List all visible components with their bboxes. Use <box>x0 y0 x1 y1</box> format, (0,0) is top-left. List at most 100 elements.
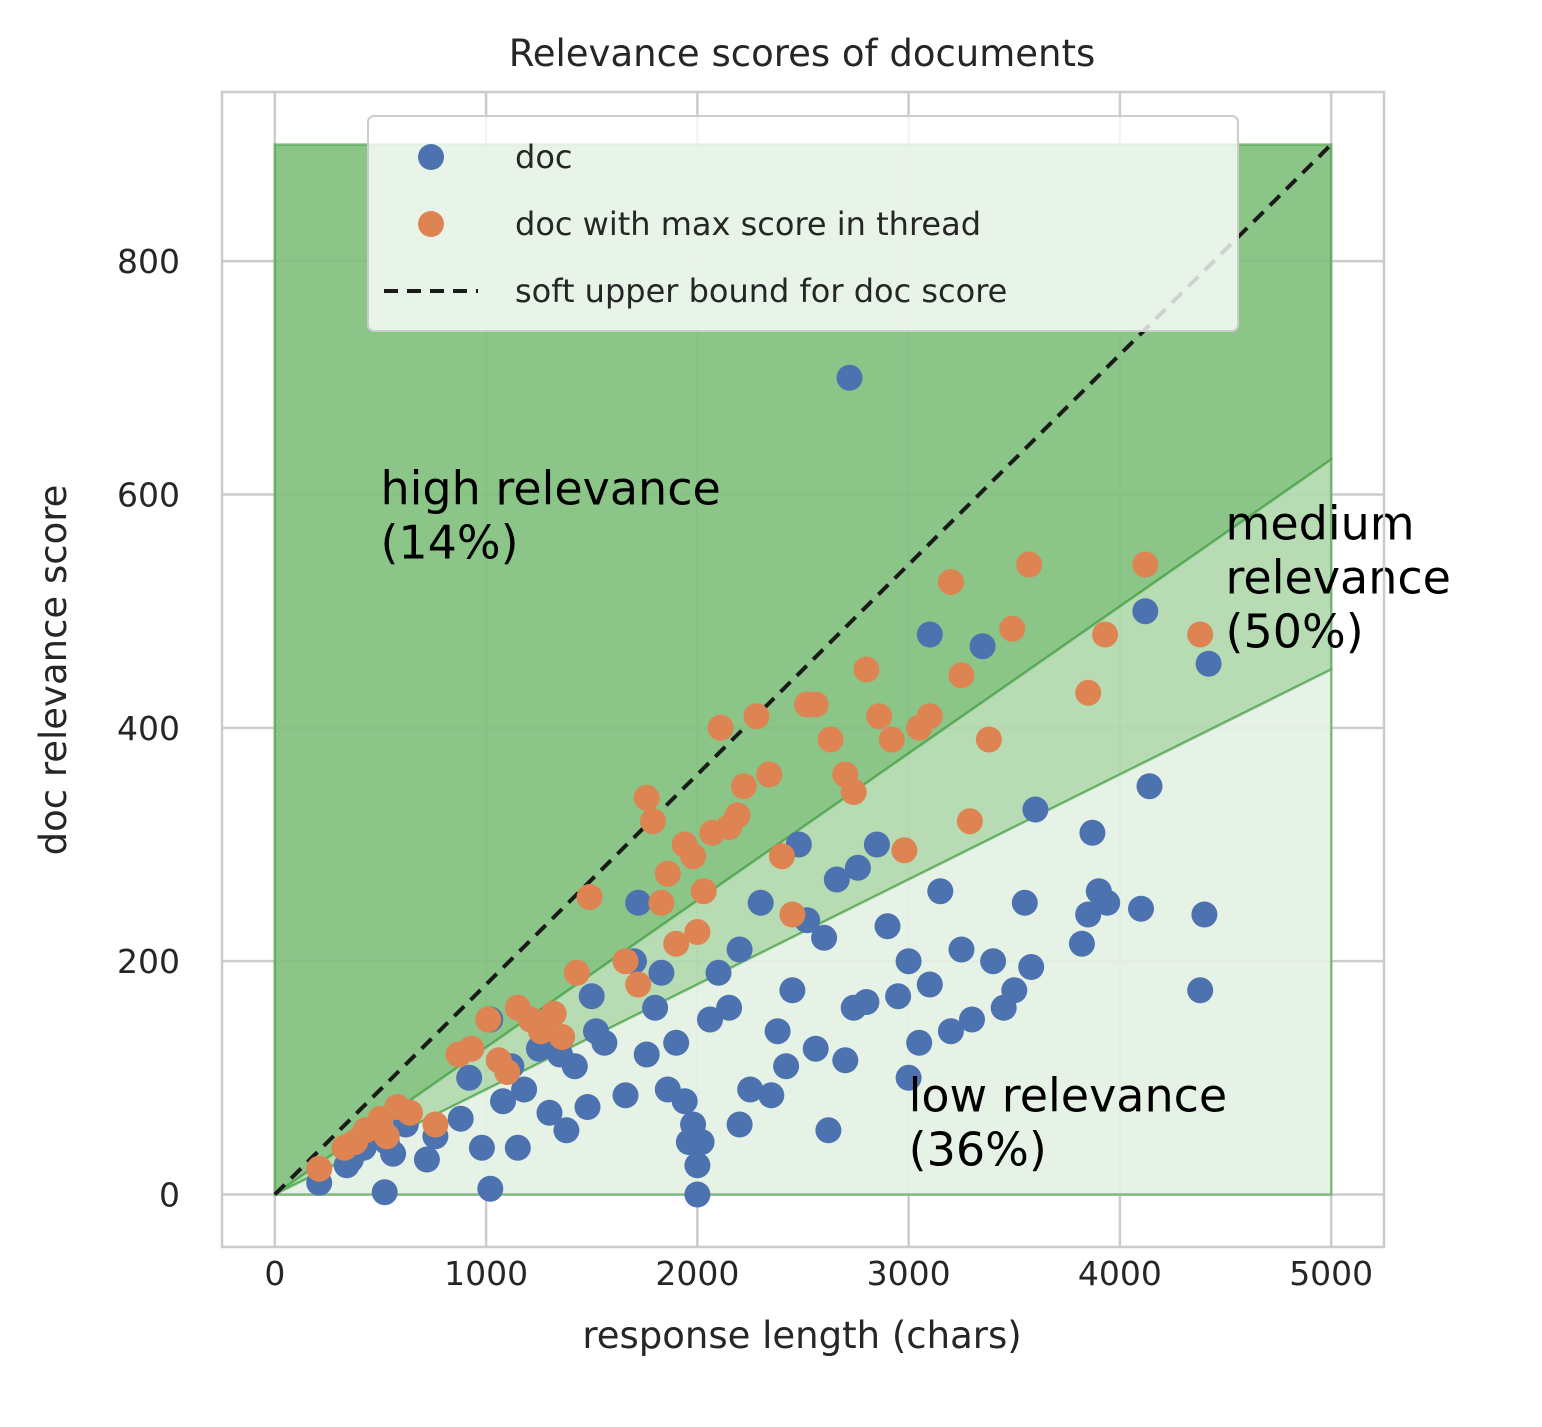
max-doc-point-55 <box>975 726 1002 753</box>
max-doc-point-8 <box>422 1111 449 1138</box>
doc-point-44 <box>716 994 743 1021</box>
legend-entry-max-doc-label: doc with max score in thread <box>515 205 981 243</box>
max-doc-point-17 <box>540 1000 567 1027</box>
max-doc-point-0 <box>306 1155 333 1182</box>
doc-point-25 <box>578 983 605 1010</box>
legend-entry-doc-label: doc <box>515 138 572 176</box>
max-doc-point-57 <box>1016 551 1043 578</box>
doc-point-28 <box>612 1082 639 1109</box>
doc-point-11 <box>456 1064 483 1091</box>
doc-point-8 <box>413 1146 440 1173</box>
doc-point-13 <box>477 1175 504 1202</box>
data-points <box>306 364 1222 1208</box>
doc-point-88 <box>1128 895 1154 922</box>
legend-entry-max-doc-marker <box>418 211 444 237</box>
x-tick-label-5: 5000 <box>1289 1254 1373 1293</box>
max-doc-point-46 <box>853 656 880 683</box>
max-doc-point-25 <box>648 889 675 916</box>
max-doc-point-53 <box>948 662 975 689</box>
doc-point-71 <box>916 621 943 648</box>
doc-point-77 <box>980 948 1007 975</box>
max-doc-point-49 <box>891 837 918 864</box>
doc-point-15 <box>490 1088 516 1115</box>
doc-point-56 <box>811 924 838 951</box>
max-doc-point-37 <box>743 703 770 730</box>
max-doc-point-7 <box>397 1099 423 1126</box>
max-doc-point-11 <box>475 1006 502 1033</box>
doc-point-87 <box>1094 889 1121 916</box>
doc-point-40 <box>684 1152 711 1179</box>
max-doc-point-43 <box>817 726 844 753</box>
x-tick-label-4: 4000 <box>1078 1254 1162 1293</box>
doc-point-4 <box>371 1179 398 1206</box>
max-doc-point-35 <box>724 802 751 829</box>
doc-point-62 <box>844 854 871 881</box>
legend-entry-upper-bound-label: soft upper bound for doc score <box>515 272 1007 310</box>
doc-point-33 <box>648 959 675 986</box>
max-doc-point-20 <box>576 884 603 910</box>
doc-point-42 <box>697 1006 723 1033</box>
doc-point-57 <box>815 1117 842 1144</box>
doc-point-24 <box>574 1094 601 1120</box>
medium-relevance-label: medium relevance (50%) <box>1226 497 1451 659</box>
doc-point-76 <box>969 633 996 660</box>
max-doc-point-52 <box>937 569 964 595</box>
doc-point-72 <box>927 878 954 905</box>
max-doc-point-47 <box>866 703 893 730</box>
max-doc-point-60 <box>1132 551 1159 578</box>
x-tick-label-0: 0 <box>264 1254 285 1293</box>
doc-point-18 <box>511 1076 538 1103</box>
doc-point-63 <box>853 989 880 1015</box>
legend-box <box>367 115 1239 332</box>
doc-point-39 <box>684 1181 711 1208</box>
doc-point-66 <box>885 983 912 1010</box>
max-doc-point-26 <box>654 860 681 887</box>
max-doc-point-61 <box>1187 621 1214 648</box>
doc-point-90 <box>1136 773 1163 800</box>
max-doc-point-19 <box>563 959 590 986</box>
doc-point-81 <box>1018 954 1045 980</box>
x-tick-label-1: 1000 <box>444 1254 528 1293</box>
x-tick-label-3: 3000 <box>867 1254 951 1293</box>
doc-point-48 <box>747 889 774 916</box>
max-doc-point-33 <box>707 714 734 741</box>
max-doc-point-54 <box>956 808 983 835</box>
max-doc-point-23 <box>633 784 660 811</box>
doc-point-12 <box>468 1134 495 1161</box>
doc-point-92 <box>1191 901 1218 928</box>
doc-point-52 <box>779 977 806 1004</box>
doc-point-32 <box>642 994 669 1021</box>
doc-point-47 <box>737 1076 764 1103</box>
doc-point-35 <box>663 1029 690 1056</box>
max-doc-point-38 <box>756 761 783 788</box>
doc-point-22 <box>553 1117 580 1144</box>
doc-point-93 <box>1195 650 1222 677</box>
doc-point-68 <box>895 1064 922 1091</box>
x-tick-label-2: 2000 <box>655 1254 739 1293</box>
max-doc-point-21 <box>612 948 639 975</box>
max-doc-point-13 <box>494 1059 521 1085</box>
doc-point-17 <box>504 1134 531 1161</box>
max-doc-point-59 <box>1092 621 1119 648</box>
doc-point-45 <box>726 1111 753 1138</box>
doc-point-46 <box>726 936 753 963</box>
max-doc-point-10 <box>458 1035 485 1062</box>
max-doc-point-24 <box>640 808 666 835</box>
doc-point-23 <box>561 1053 588 1080</box>
doc-point-36 <box>671 1088 698 1115</box>
max-doc-point-29 <box>680 843 707 870</box>
doc-point-83 <box>1068 930 1095 957</box>
doc-point-70 <box>916 971 943 998</box>
doc-point-89 <box>1132 598 1159 625</box>
y-tick-label-3: 600 <box>117 476 180 515</box>
legend: doc doc with max score in thread soft uppe… <box>367 115 1239 332</box>
doc-point-74 <box>948 936 975 963</box>
doc-point-69 <box>906 1029 933 1056</box>
max-doc-point-56 <box>999 615 1026 642</box>
max-doc-point-58 <box>1075 679 1102 706</box>
soft-upper-bound-line-segment <box>273 143 1333 1196</box>
doc-point-41 <box>688 1129 715 1155</box>
doc-point-73 <box>937 1018 964 1045</box>
doc-point-85 <box>1079 819 1106 846</box>
